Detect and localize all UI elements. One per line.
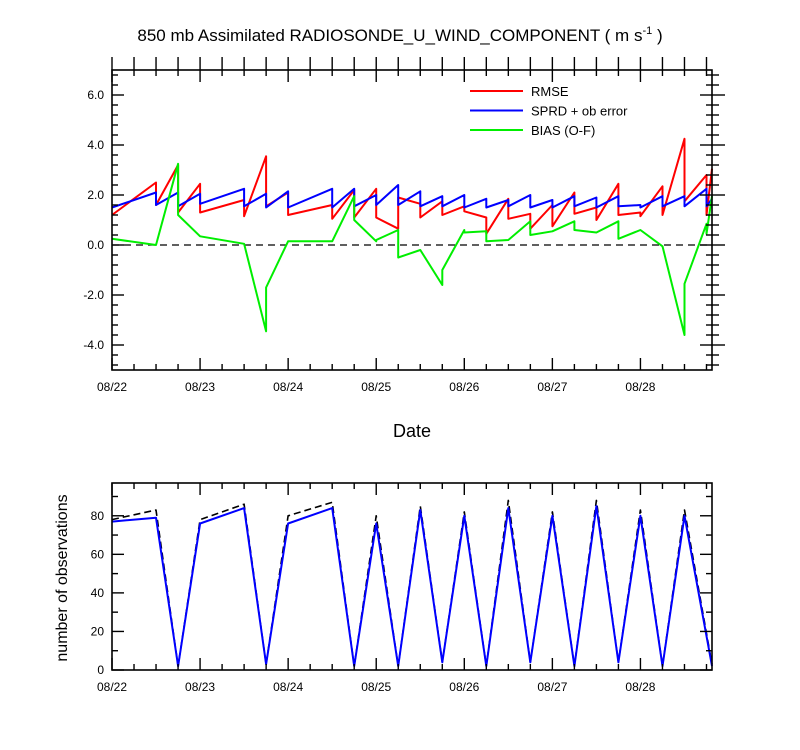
top-series-rmse-line	[111, 137, 713, 235]
x-tick-label: 08/23	[185, 680, 215, 694]
chart-title-superscript: -1	[642, 25, 652, 37]
y-tick-label: 40	[91, 586, 105, 600]
x-tick-label: 08/27	[537, 680, 567, 694]
top-axis-ticks: 08/22 08/23 08/24 08/25 08/26 08/27 08/28 -4.0 -…	[83, 57, 725, 394]
x-tick-label: 08/24	[273, 680, 303, 694]
legend-label: BIAS (O-F)	[531, 123, 595, 138]
x-axis-title: Date	[393, 421, 431, 441]
x-tick-label: 08/28	[625, 380, 655, 394]
chart-title: 850 mb Assimilated RADIOSONDE_U_WIND_COM…	[137, 25, 662, 45]
x-tick-label: 08/25	[361, 680, 391, 694]
legend-label: RMSE	[531, 84, 569, 99]
x-tick-label: 08/25	[361, 380, 391, 394]
y-tick-label: 80	[91, 509, 105, 523]
chart-title-main: 850 mb Assimilated RADIOSONDE_U_WIND_COM…	[137, 26, 642, 45]
y-tick-label: -2.0	[83, 288, 104, 302]
top-series-sprd-ob-error-line	[111, 184, 713, 209]
x-tick-label: 08/22	[97, 380, 127, 394]
x-tick-label: 08/26	[449, 380, 479, 394]
x-tick-label: 08/24	[273, 380, 303, 394]
y-axis-title-observations: number of observations	[54, 494, 71, 661]
top-plot-frame	[111, 69, 713, 371]
y-tick-label: 0	[97, 663, 104, 677]
y-tick-label: 0.0	[87, 238, 104, 252]
legend-label: SPRD + ob error	[531, 104, 628, 119]
y-tick-label: 4.0	[87, 138, 104, 152]
bottom-series-group	[111, 499, 713, 668]
bottom-plot-frame	[111, 482, 713, 671]
bot-series-used-line	[111, 505, 713, 668]
chart-title-end: )	[652, 26, 662, 45]
x-tick-label: 08/23	[185, 380, 215, 394]
y-tick-label: 6.0	[87, 88, 104, 102]
y-tick-label: 2.0	[87, 188, 104, 202]
x-tick-label: 08/26	[449, 680, 479, 694]
x-tick-label: 08/28	[625, 680, 655, 694]
legend: RMSE SPRD + ob error BIAS (O-F)	[470, 84, 628, 138]
top-series-group	[111, 137, 713, 336]
top-series-bias-o-f-line	[111, 162, 713, 336]
x-tick-label: 08/22	[97, 680, 127, 694]
x-tick-label: 08/27	[537, 380, 567, 394]
y-tick-label: 60	[91, 547, 105, 561]
bottom-panel: 08/22 08/23 08/24 08/25 08/26 08/27 08/28 0 20 40…	[91, 482, 713, 694]
y-tick-label: -4.0	[83, 338, 104, 352]
y-tick-label: 20	[91, 624, 105, 638]
top-panel: 08/22 08/23 08/24 08/25 08/26 08/27 08/28 -4.0 -…	[83, 57, 725, 394]
